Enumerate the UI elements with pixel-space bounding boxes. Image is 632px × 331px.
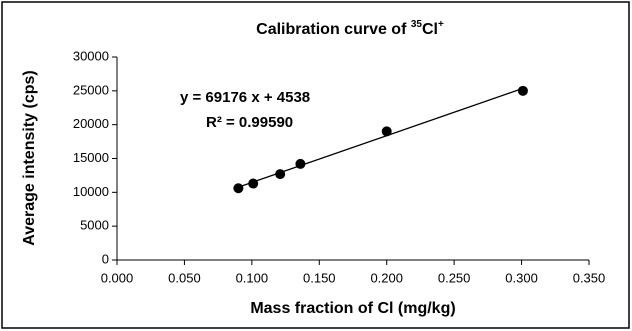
x-tick-label: 0.100 [236,270,269,285]
trendline-r2: R² = 0.99590 [206,114,293,131]
y-tick-label: 20000 [73,116,109,131]
x-tick-label: 0.350 [573,270,606,285]
y-axis-label: Average intensity (cps) [21,70,38,245]
y-tick-label: 30000 [73,48,109,63]
y-tick-label: 10000 [73,184,109,199]
title-part: Cl [422,21,438,38]
point [381,126,392,137]
point [233,183,244,194]
x-tick-label: 0.050 [168,270,201,285]
x-tick-label: 0.000 [101,270,134,285]
y-tick-label: 5000 [80,218,109,233]
x-tick-label: 0.250 [438,270,471,285]
point [517,85,528,96]
x-axis-label: Mass fraction of Cl (mg/kg) [250,300,455,317]
title-part: 35 [411,19,423,30]
title-part: + [438,19,444,30]
point [295,158,306,169]
x-tick-label: 0.150 [303,270,336,285]
trendline-equation: y = 69176 x + 4538 [180,89,310,106]
y-tick-label: 15000 [73,150,109,165]
y-tick-label: 25000 [73,82,109,97]
x-tick-label: 0.200 [370,270,403,285]
title-part: Calibration curve of [256,21,411,38]
point [275,169,286,180]
x-tick-label: 0.300 [505,270,538,285]
trendline [238,87,524,188]
y-tick-label: 0 [102,251,109,266]
point [248,178,259,189]
chart-title: Calibration curve of 35Cl+ [256,19,444,38]
